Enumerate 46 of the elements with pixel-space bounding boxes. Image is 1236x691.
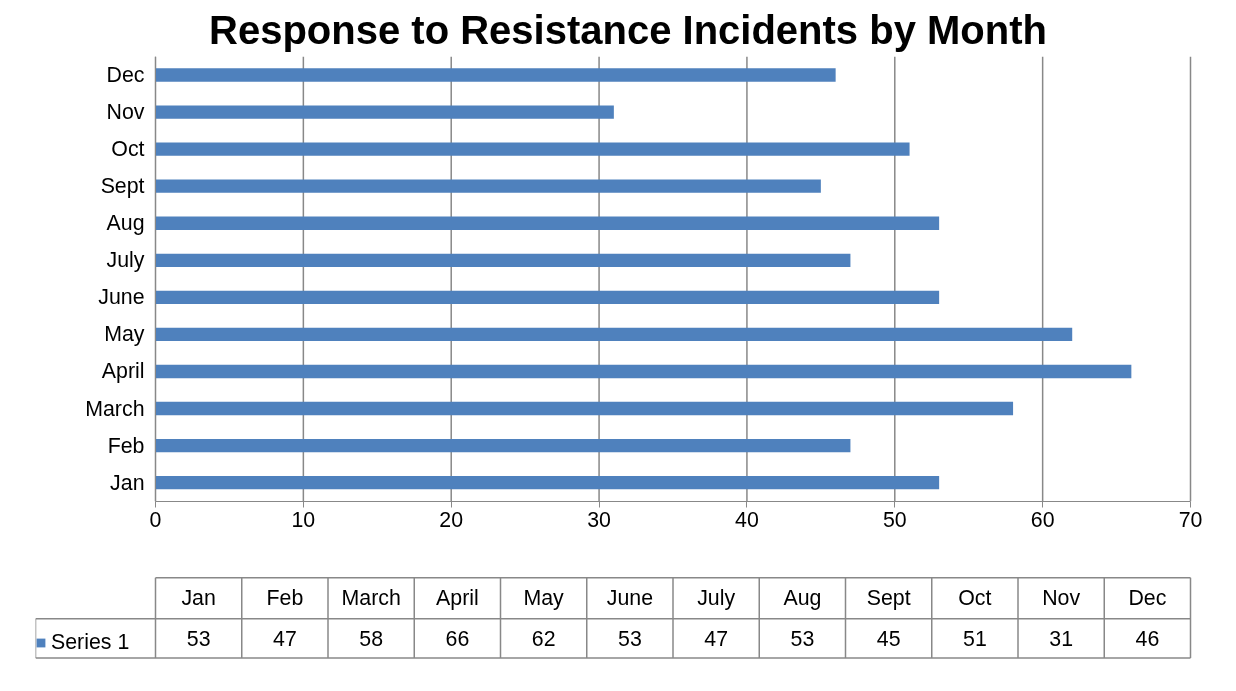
y-tick-label: Aug	[106, 211, 145, 236]
text: 51	[963, 626, 987, 651]
category-label: Aug	[783, 586, 822, 611]
text: 31	[1049, 626, 1073, 651]
text: 58	[359, 626, 383, 651]
category-label: Nov	[1042, 586, 1081, 611]
category-label: July	[697, 586, 736, 611]
x-tick-label: 70	[1178, 508, 1203, 533]
y-tick-label: Dec	[106, 63, 145, 88]
y-tick-label: April	[101, 359, 145, 384]
text: 45	[876, 626, 901, 651]
category-label: Jan	[181, 586, 216, 611]
y-tick-label: Feb	[107, 433, 145, 458]
text: 66	[445, 626, 470, 651]
x-tick-label: 10	[291, 508, 316, 533]
y-tick-label: Jan	[110, 470, 145, 495]
chart-title: Response to Resistance Incidents by Month	[209, 7, 1047, 52]
x-tick-label: 0	[149, 508, 162, 533]
y-tick-label: Nov	[106, 100, 145, 125]
category-label: Sept	[866, 586, 911, 611]
category-label: Feb	[266, 586, 304, 611]
category-label: Dec	[1128, 586, 1167, 611]
x-tick-label: 20	[439, 508, 464, 533]
x-tick-label: 50	[882, 508, 907, 533]
category-label: May	[523, 586, 564, 611]
text: 46	[1135, 626, 1160, 651]
y-tick-label: June	[98, 285, 145, 310]
x-tick-label: 30	[587, 508, 612, 533]
x-tick-label: 60	[1030, 508, 1055, 533]
text: 47	[273, 626, 297, 651]
text: 53	[790, 626, 815, 651]
text: 53	[618, 626, 642, 651]
y-tick-label: Sept	[100, 174, 145, 199]
text: 47	[704, 626, 728, 651]
text: 62	[531, 626, 556, 651]
legend-label: Series 1	[51, 630, 130, 655]
category-label: Oct	[958, 586, 992, 611]
text: 53	[186, 626, 211, 651]
x-tick-label: 40	[735, 508, 759, 533]
y-tick-label: July	[106, 248, 145, 273]
category-label: March	[341, 586, 401, 611]
y-tick-label: March	[85, 396, 145, 421]
y-tick-label: May	[104, 322, 145, 347]
y-tick-label: Oct	[111, 137, 145, 162]
category-label: April	[436, 586, 479, 611]
category-label: June	[606, 586, 653, 611]
